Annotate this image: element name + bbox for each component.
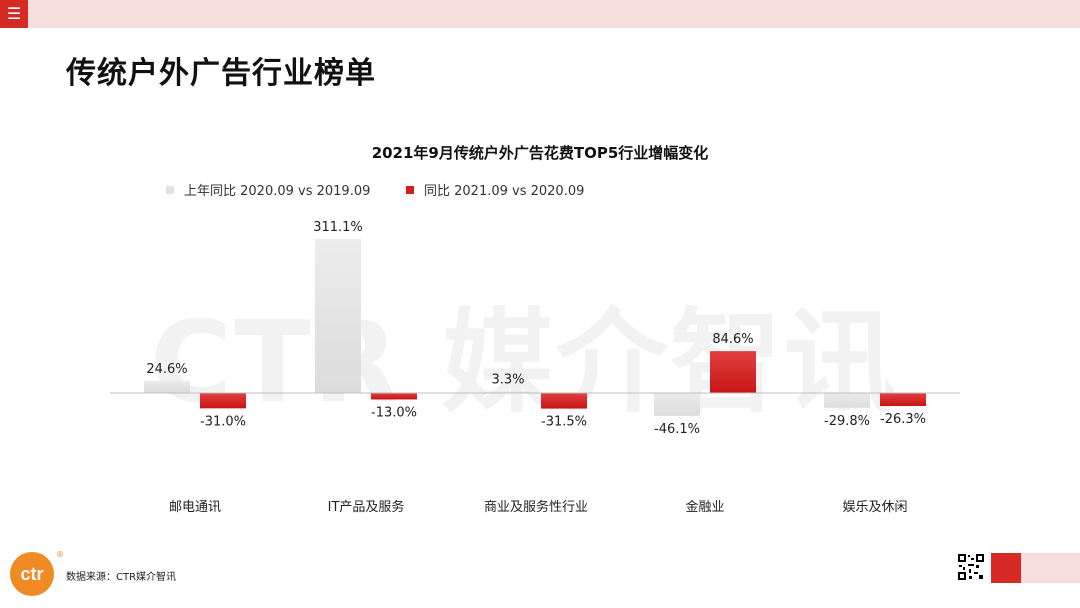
legend-item-current-year: 同比 2021.09 vs 2020.09 bbox=[406, 180, 584, 199]
data-label-prev-year-0: 24.6% bbox=[146, 362, 187, 377]
data-label-current-year-1: -13.0% bbox=[371, 405, 417, 420]
bar-current-year-1 bbox=[371, 393, 417, 400]
bar-prev-year-1 bbox=[315, 239, 361, 393]
bar-current-year-4 bbox=[880, 393, 926, 407]
bar-prev-year-0 bbox=[144, 380, 190, 393]
footer-pink-block bbox=[1021, 553, 1080, 583]
watermark: CTR 媒介智讯 bbox=[150, 298, 898, 428]
bar-prev-year-2 bbox=[485, 391, 531, 393]
legend-item-prev-year: 上年同比 2020.09 vs 2019.09 bbox=[166, 180, 370, 199]
bar-prev-year-4 bbox=[824, 393, 870, 408]
page-title: 传统户外广告行业榜单 bbox=[66, 56, 376, 91]
category-label-2: 商业及服务性行业 bbox=[484, 499, 588, 515]
legend-swatch-prev-year bbox=[166, 185, 174, 194]
data-label-current-year-3: 84.6% bbox=[712, 332, 753, 347]
data-label-prev-year-4: -29.8% bbox=[824, 414, 870, 429]
data-label-prev-year-3: -46.1% bbox=[654, 422, 700, 437]
data-label-current-year-2: -31.5% bbox=[541, 415, 587, 430]
registered-mark: ® bbox=[56, 550, 64, 559]
category-label-0: 邮电通讯 bbox=[169, 500, 221, 515]
bar-current-year-0 bbox=[200, 393, 246, 409]
legend-label-current-year: 同比 2021.09 vs 2020.09 bbox=[424, 184, 585, 199]
data-label-current-year-0: -31.0% bbox=[200, 414, 246, 429]
legend-label-prev-year: 上年同比 2020.09 vs 2019.09 bbox=[184, 184, 371, 199]
bar-current-year-2 bbox=[541, 393, 587, 409]
category-label-3: 金融业 bbox=[685, 499, 724, 515]
footer-red-block bbox=[991, 553, 1021, 583]
data-source: 数据来源：CTR媒介智讯 bbox=[66, 572, 177, 583]
data-label-prev-year-2: 3.3% bbox=[491, 372, 524, 387]
qr-code-icon bbox=[957, 553, 985, 581]
bar-prev-year-3 bbox=[654, 393, 700, 416]
menu-icon[interactable]: ☰ bbox=[0, 0, 28, 28]
top-bar bbox=[0, 0, 1080, 28]
chart-title: 2021年9月传统户外广告花费TOP5行业增幅变化 bbox=[371, 144, 709, 162]
category-label-1: IT产品及服务 bbox=[328, 499, 405, 515]
category-label-4: 娱乐及休闲 bbox=[842, 500, 907, 515]
data-label-current-year-4: -26.3% bbox=[880, 412, 926, 427]
legend-swatch-current-year bbox=[406, 185, 414, 194]
bar-current-year-3 bbox=[710, 351, 756, 393]
data-label-prev-year-1: 311.1% bbox=[313, 220, 363, 235]
ctr-logo: ctr bbox=[10, 552, 54, 596]
